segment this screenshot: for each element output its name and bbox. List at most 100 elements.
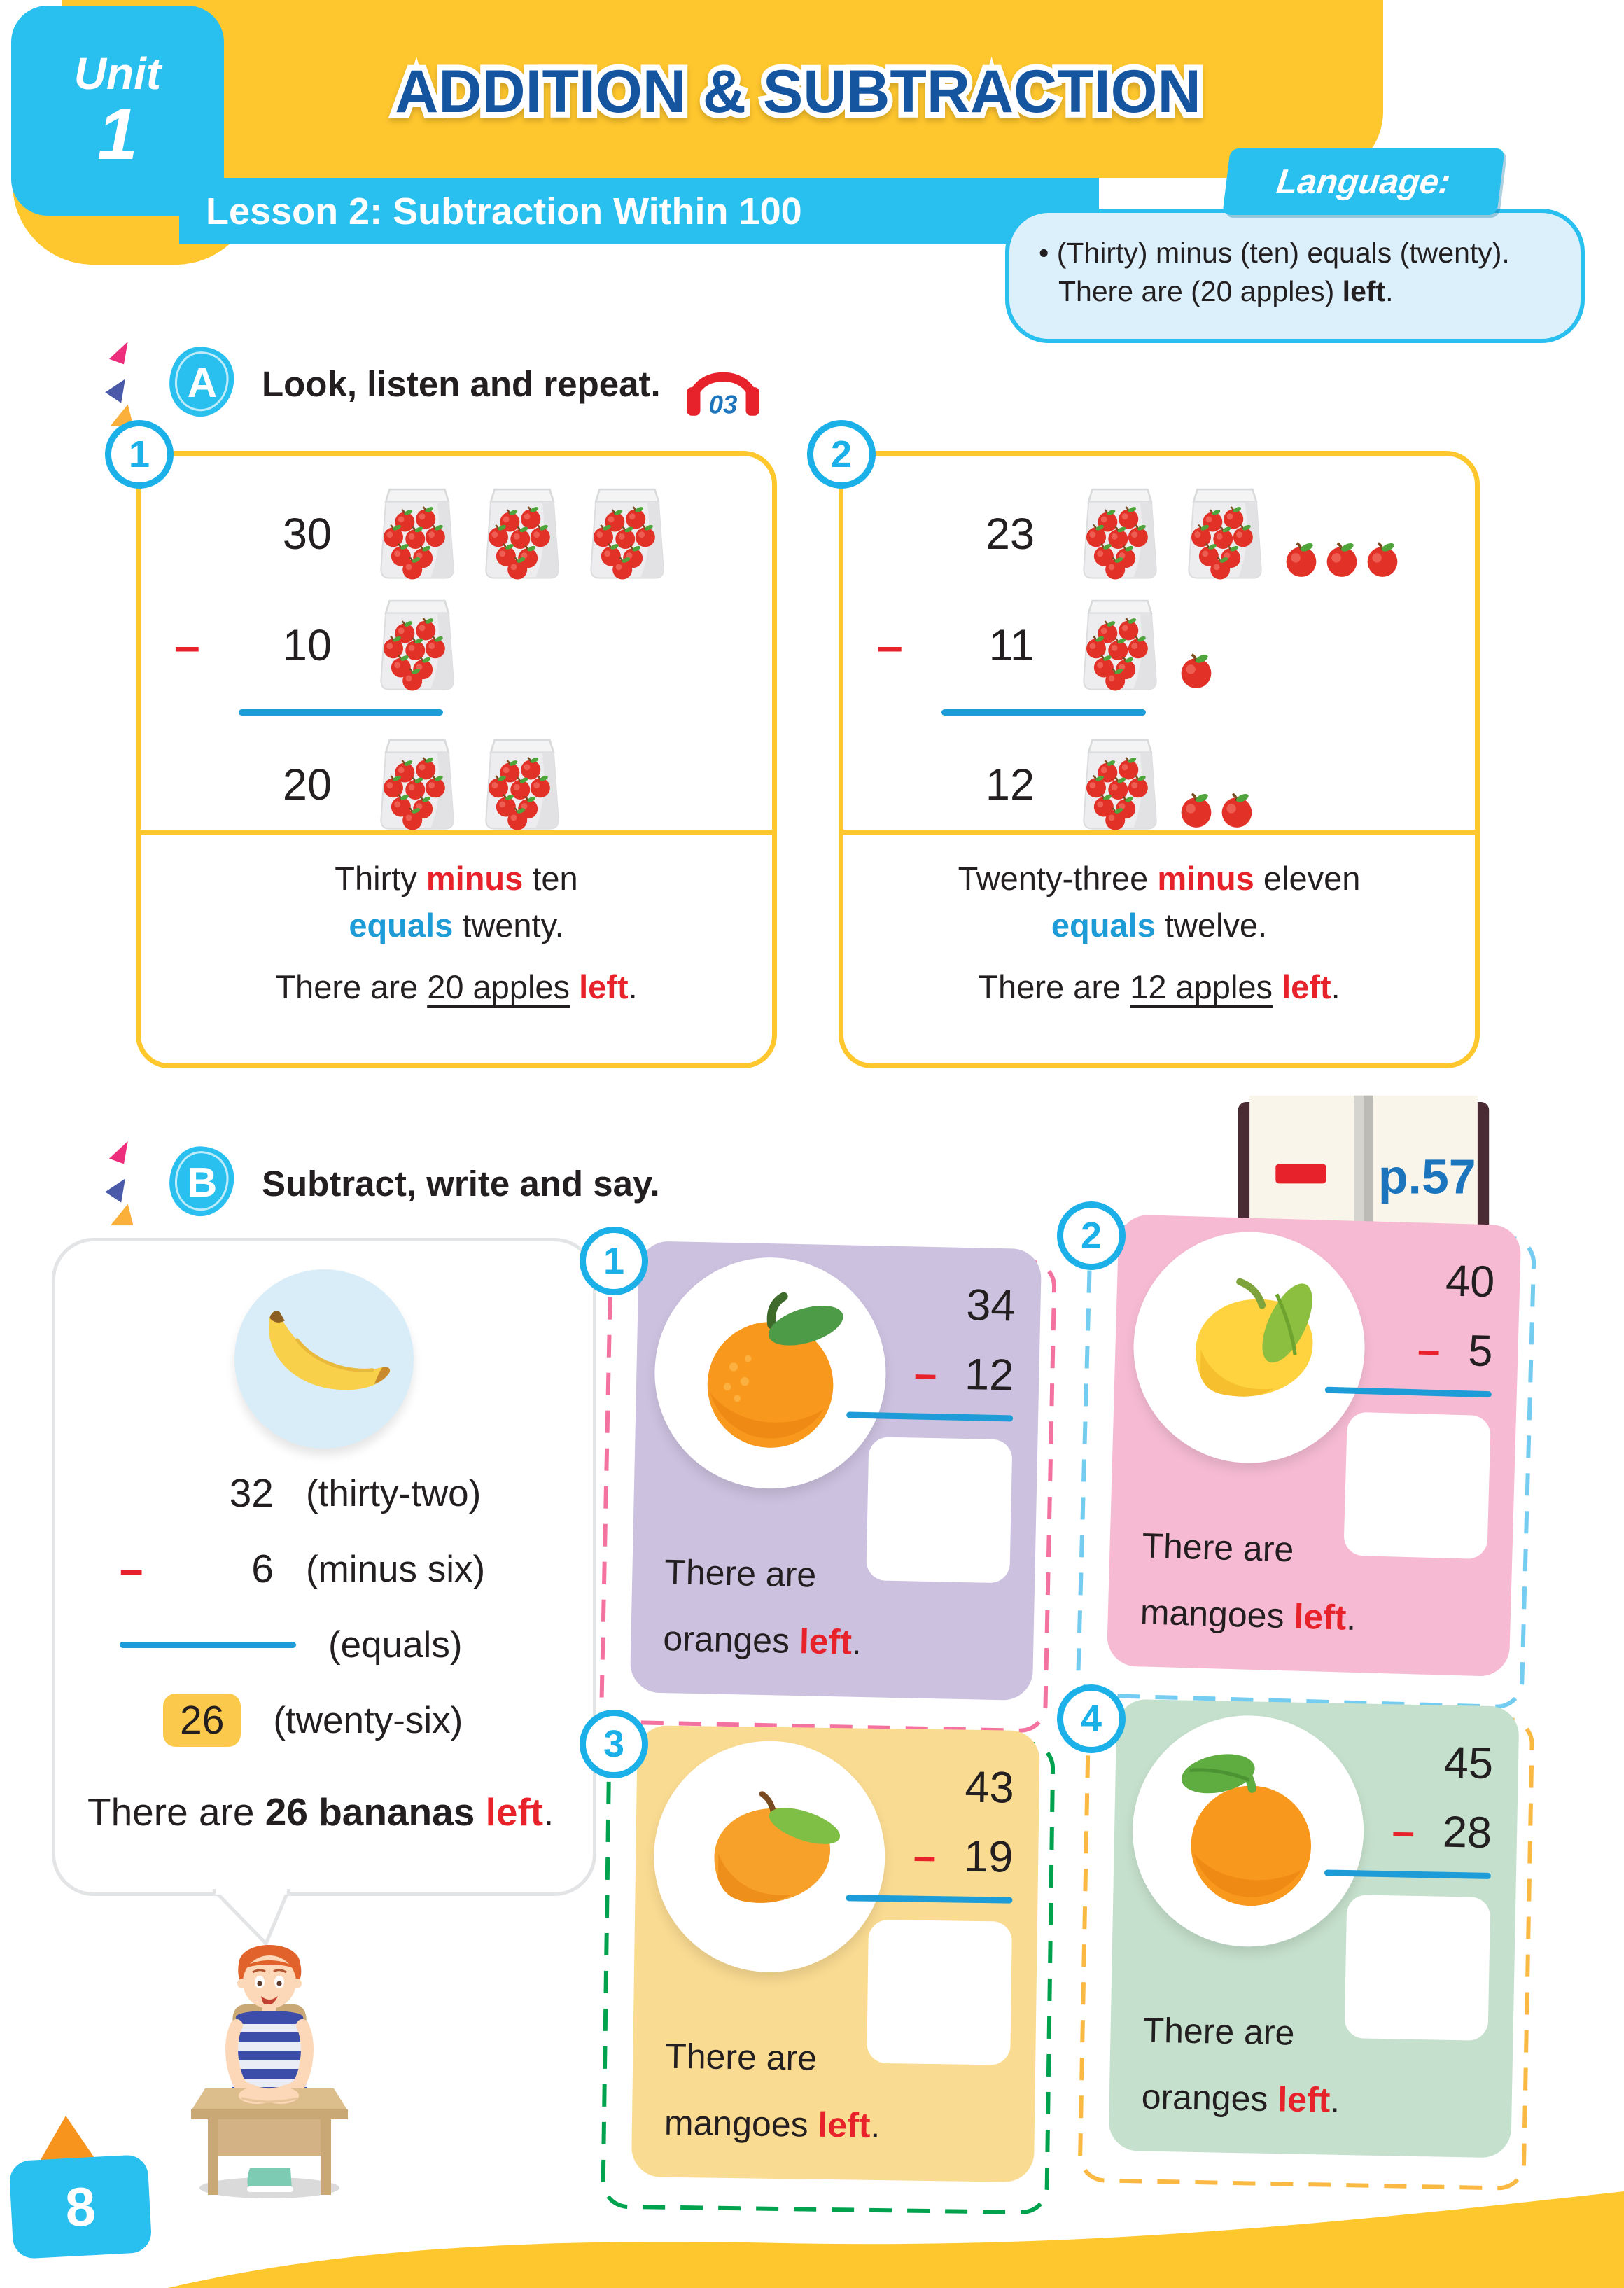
section-a-header: A Look, listen and repeat. 03 [104,340,766,427]
language-sentence-1: (Thirty) minus (ten) equals (twenty). [1056,237,1510,269]
left-word: left [818,2105,871,2145]
fruit-word: oranges [1141,2077,1269,2119]
sparkle-icon [104,1140,144,1227]
exercise-1-panel: 34 –12 There are oranges left. [629,1241,1042,1701]
period: . [1345,1598,1357,1638]
phrase: There are [275,968,419,1006]
exercise-1-card: 34 –12 There are oranges left. [598,1240,1062,1734]
subtrahend: 11 [988,621,1035,670]
difference: 12 [985,760,1035,809]
exercise-1-number: 1 [603,1240,625,1282]
exercise-2-badge: 2 [1057,1201,1126,1270]
answer-box[interactable] [1344,1895,1491,2041]
answer-chip: 26 [163,1693,241,1748]
subtrahend: 19 [963,1832,1014,1882]
minus-sign: – [1417,1326,1441,1373]
fruit-word: oranges [662,1619,790,1661]
period: . [851,1622,862,1662]
subtrahend-word: (minus six) [306,1548,486,1590]
example-2-badge: 2 [807,420,876,489]
exercise-3-number: 3 [603,1723,625,1765]
fruit-word: mangoes [664,2102,809,2144]
orange-icon [1181,1753,1311,1906]
left-word: left [485,1790,544,1834]
answer-box[interactable] [1343,1411,1491,1560]
apple-bag-icon [1071,737,1169,832]
page-number: 8 [63,2175,97,2238]
example-2-sentence: Twenty-three minus eleven equals twelve.… [844,830,1475,1011]
minus-sign: – [877,620,903,671]
exercise-4-badge: 4 [1057,1684,1126,1753]
bubble-row-subtrahend: – 6 (minus six) [55,1531,593,1607]
apple-bag-icon [368,737,466,832]
fruit-badge [1130,1229,1368,1467]
minus-sign: – [913,1833,937,1879]
apple-bag-icon [473,487,571,582]
section-b-badge: B [164,1142,242,1225]
minuend: 34 [965,1281,1016,1331]
equals-line [941,709,1146,716]
bullet: • [1039,237,1049,269]
section-a-badge: A [164,342,242,425]
word: twenty. [462,906,564,944]
exercise-3-badge: 3 [580,1710,648,1778]
exercise-2-number: 2 [1080,1215,1102,1257]
lesson-title: Lesson 2: Subtraction Within 100 [206,190,802,232]
answer-phrase: 12 apples [1130,968,1273,1006]
language-left-word: left [1342,275,1386,308]
word: eleven [1263,860,1361,897]
apple-icon [1282,540,1320,578]
language-line-2: There are (20 apples) left. [1039,272,1560,311]
banana-badge [234,1269,414,1449]
example-card-2: 23 – 11 12 [839,451,1480,1068]
minus-sign: – [174,620,200,671]
exercise-1-badge: 1 [580,1227,648,1295]
phrase: There are [978,968,1121,1006]
unit-number: 1 [97,93,138,175]
workbook-page-ref: p.57 [1378,1149,1476,1204]
apple-bag-icon [1071,598,1169,693]
section-b-title: Subtract, write and say. [262,1163,660,1204]
equals-line [846,1895,1013,1904]
answer-box[interactable] [866,1437,1013,1584]
footer-wave [168,2191,1624,2288]
equals-line [846,1411,1014,1422]
exercise-3-sentence: There are mangoes left. [664,2023,881,2159]
bubble-row-minuend: 32 (thirty-two) [55,1456,593,1531]
fruit-badge [1130,1713,1366,1949]
answer-phrase: 20 apples [427,968,570,1006]
subtrahend: 10 [282,621,332,670]
apple-bag-icon [1071,487,1169,582]
fruit-badge [652,1739,887,1974]
equals-word: equals [1051,906,1156,944]
apple-icon [1323,540,1361,578]
minus-sign: – [913,1350,938,1397]
section-a-letter: A [188,360,218,406]
page-title-text: ADDITION & SUBTRACTION [395,58,1200,125]
exercise-2-sentence: There are mangoes left. [1140,1512,1359,1652]
subtrahend: 12 [964,1350,1015,1400]
example-speech-bubble: 32 (thirty-two) – 6 (minus six) (equals)… [52,1238,596,1896]
minus-word: minus [1157,860,1254,897]
example-2-math: 23 – 11 12 [844,456,1475,830]
headphones-icon[interactable]: 03 [680,347,766,420]
subtrahend: 28 [1442,1807,1492,1857]
exercise-1-math: 34 –12 [843,1268,1016,1584]
apple-bag-icon [578,487,676,582]
left-word: left [579,968,629,1006]
minuend: 23 [985,510,1035,559]
language-box: • (Thirty) minus (ten) equals (twenty). … [1005,209,1585,343]
fruit-badge [652,1255,888,1491]
apple-bag-icon [1176,487,1274,582]
exercise-4-card: 45 –28 There are oranges left. [1077,1698,1539,2191]
minus-word: minus [426,860,524,897]
difference: 20 [282,760,332,809]
phrase: There are [664,2036,818,2078]
exercise-1-sentence: There are oranges left. [662,1539,863,1676]
equals-line [1324,1386,1492,1398]
left-word: left [1282,968,1331,1006]
example-1-number: 1 [128,433,150,475]
answer-box[interactable] [867,1919,1012,2065]
sparkle-icon [104,340,144,427]
page-number-badge: 8 [8,2154,153,2260]
